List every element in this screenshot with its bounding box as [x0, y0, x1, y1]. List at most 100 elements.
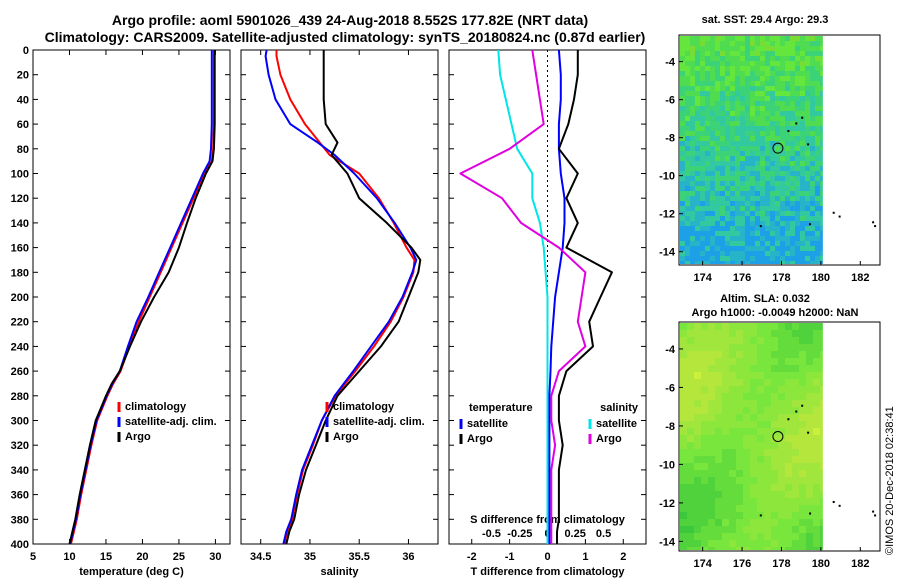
- map-cell: [750, 101, 755, 106]
- map-cell: [695, 166, 700, 171]
- map-cell: [725, 211, 730, 216]
- map-cell: [785, 246, 790, 251]
- map-cell: [725, 231, 730, 236]
- map-cell: [705, 46, 710, 51]
- map-cell: [810, 181, 815, 186]
- map-cell: [729, 421, 736, 428]
- map-cell: [694, 351, 701, 358]
- map-cell: [820, 36, 823, 41]
- map-cell: [792, 358, 799, 365]
- island-dot: [874, 514, 877, 517]
- map-cell: [755, 51, 760, 56]
- map-cell: [757, 379, 764, 386]
- map-cell: [730, 86, 735, 91]
- map-cell: [680, 81, 685, 86]
- map-cell: [694, 484, 701, 491]
- map-cell: [680, 191, 685, 196]
- map-cell: [685, 36, 690, 41]
- map-cell: [687, 386, 694, 393]
- map-cell: [715, 111, 720, 116]
- map-cell: [780, 216, 785, 221]
- map-cell: [795, 41, 800, 46]
- map-cell: [722, 393, 729, 400]
- map-cell: [710, 241, 715, 246]
- map-cell: [806, 526, 813, 533]
- map-cell: [685, 161, 690, 166]
- map-cell: [705, 141, 710, 146]
- map-cell: [765, 101, 770, 106]
- map-cell: [799, 379, 806, 386]
- map-cell: [760, 41, 765, 46]
- map-cell: [755, 96, 760, 101]
- map-cell: [785, 407, 792, 414]
- map-cell: [710, 141, 715, 146]
- map-cell: [715, 126, 720, 131]
- map-cell: [694, 435, 701, 442]
- map-cell: [722, 435, 729, 442]
- map-cell: [743, 358, 750, 365]
- map-cell: [725, 46, 730, 51]
- map-cell: [806, 533, 813, 540]
- map-cell: [725, 36, 730, 41]
- map-cell: [685, 181, 690, 186]
- map-cell: [770, 116, 775, 121]
- map-cell: [722, 365, 729, 372]
- map-cell: [687, 414, 694, 421]
- map-cell: [820, 141, 823, 146]
- map-cell: [810, 101, 815, 106]
- map-cell: [735, 51, 740, 56]
- map-cell: [775, 96, 780, 101]
- map-cell: [736, 498, 743, 505]
- map-cell: [770, 81, 775, 86]
- y-tick-label: 20: [17, 70, 29, 82]
- map-cell: [695, 146, 700, 151]
- map-cell: [687, 407, 694, 414]
- map-cell: [785, 442, 792, 449]
- map-cell: [701, 449, 708, 456]
- map-cell: [820, 46, 823, 51]
- map-cell: [765, 116, 770, 121]
- map-cell: [700, 211, 705, 216]
- map-cell: [757, 386, 764, 393]
- map-cell: [700, 206, 705, 211]
- map-cell: [750, 477, 757, 484]
- map-cell: [790, 261, 795, 264]
- map-cell: [695, 201, 700, 206]
- map-cell: [725, 101, 730, 106]
- map-cell: [695, 156, 700, 161]
- map-cell: [765, 131, 770, 136]
- map-cell: [750, 46, 755, 51]
- map-cell: [725, 91, 730, 96]
- map-cell: [815, 206, 820, 211]
- map-cell: [685, 141, 690, 146]
- map-cell: [750, 456, 757, 463]
- map-cell: [700, 166, 705, 171]
- map-cell: [715, 323, 722, 330]
- map-cell: [710, 236, 715, 241]
- map-cell: [760, 91, 765, 96]
- y-tick-label: -6: [665, 95, 675, 107]
- map-cell: [813, 344, 820, 351]
- map-cell: [792, 463, 799, 470]
- map-cell: [745, 66, 750, 71]
- map-cell: [680, 106, 685, 111]
- map-cell: [757, 456, 764, 463]
- map-cell: [820, 421, 823, 428]
- map-cell: [778, 477, 785, 484]
- map-cell: [705, 196, 710, 201]
- map-cell: [820, 156, 823, 161]
- map-cell: [820, 379, 823, 386]
- map-cell: [701, 386, 708, 393]
- map-cell: [764, 463, 771, 470]
- map-cell: [755, 221, 760, 226]
- map-cell: [790, 111, 795, 116]
- map-cell: [805, 241, 810, 246]
- map-cell: [800, 106, 805, 111]
- map-cell: [785, 176, 790, 181]
- map-cell: [800, 151, 805, 156]
- map-cell: [805, 91, 810, 96]
- map-cell: [694, 379, 701, 386]
- map-cell: [805, 66, 810, 71]
- map-cell: [765, 256, 770, 261]
- map-cell: [810, 241, 815, 246]
